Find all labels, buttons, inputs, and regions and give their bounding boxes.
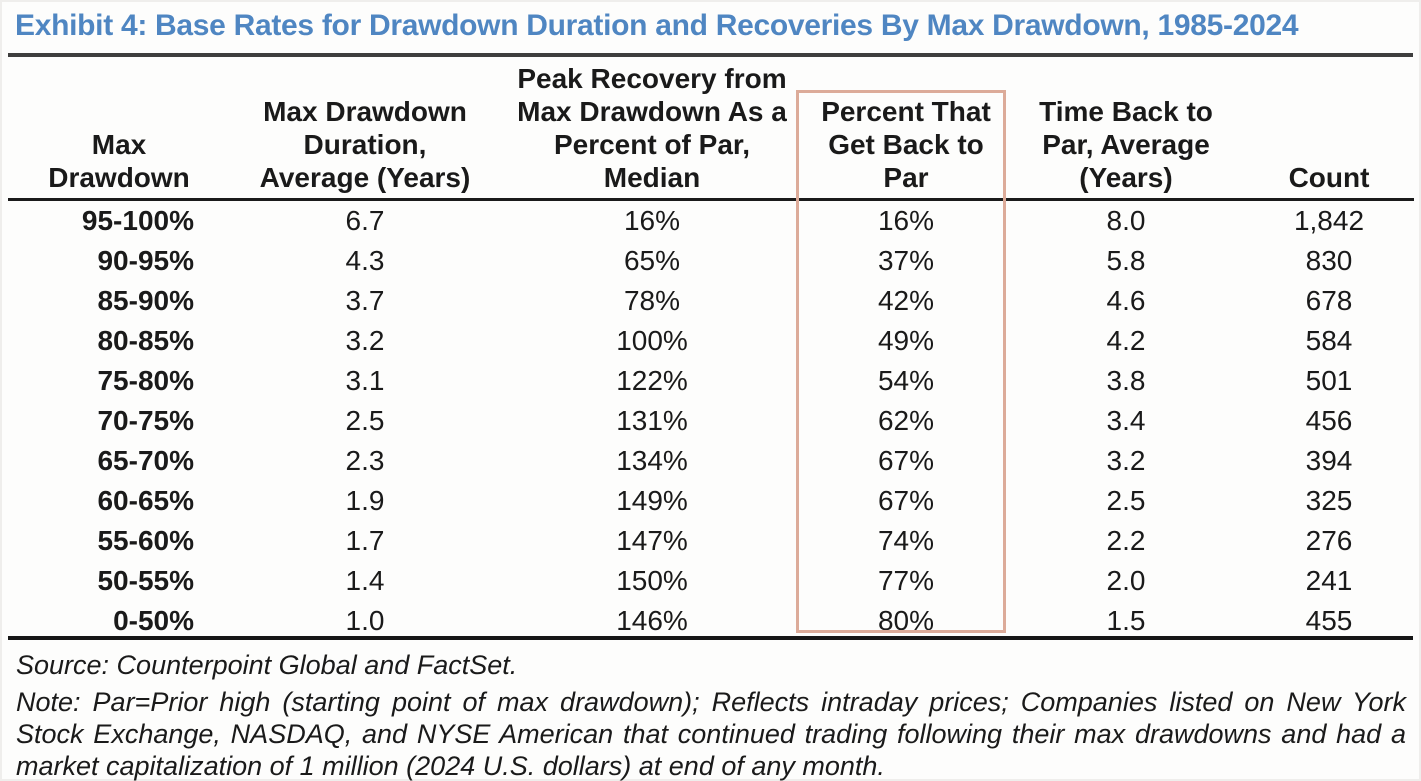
cell-time-back-to-par: 2.5 — [1106, 485, 1146, 516]
cell-peak-recovery: 16% — [623, 205, 681, 236]
cell-drawdown-duration: 6.7 — [345, 205, 385, 236]
cell-time-back-to-par: 2.2 — [1106, 525, 1146, 556]
source-note: Source: Counterpoint Global and FactSet. — [16, 650, 518, 680]
cell-max-drawdown: 75-80% — [97, 365, 194, 396]
cell-time-back-to-par: 3.4 — [1106, 405, 1146, 436]
cell-time-back-to-par: 1.5 — [1106, 605, 1146, 636]
cell-max-drawdown: 70-75% — [97, 405, 194, 436]
table-row: 85-90% 3.7 78% 42% 4.6 678 — [8, 281, 1414, 321]
cell-peak-recovery: 122% — [616, 365, 688, 396]
cell-percent-back-to-par: 62% — [877, 405, 935, 436]
table-row: 55-60% 1.7 147% 74% 2.2 276 — [8, 521, 1414, 561]
cell-drawdown-duration: 2.5 — [345, 405, 385, 436]
cell-max-drawdown: 55-60% — [97, 525, 194, 556]
cell-drawdown-duration: 4.3 — [345, 245, 385, 276]
cell-time-back-to-par: 3.2 — [1106, 445, 1146, 476]
table-row: 90-95% 4.3 65% 37% 5.8 830 — [8, 241, 1414, 281]
table-row: 0-50% 1.0 146% 80% 1.5 455 — [8, 601, 1414, 641]
cell-percent-back-to-par: 80% — [877, 605, 935, 636]
cell-count: 1,842 — [1293, 205, 1365, 236]
cell-percent-back-to-par: 74% — [877, 525, 935, 556]
cell-count: 456 — [1305, 405, 1353, 436]
drawdown-base-rates-table: Max Drawdown Max Drawdown Duration, Aver… — [8, 62, 1414, 641]
table-row: 95-100% 6.7 16% 16% 8.0 1,842 — [8, 200, 1414, 242]
cell-count: 584 — [1305, 325, 1353, 356]
cell-drawdown-duration: 1.9 — [345, 485, 385, 516]
cell-max-drawdown: 95-100% — [81, 205, 194, 236]
cell-max-drawdown: 50-55% — [97, 565, 194, 596]
cell-peak-recovery: 149% — [616, 485, 688, 516]
cell-percent-back-to-par: 16% — [877, 205, 935, 236]
cell-drawdown-duration: 3.7 — [345, 285, 385, 316]
cell-time-back-to-par: 2.0 — [1106, 565, 1146, 596]
cell-percent-back-to-par: 67% — [877, 485, 935, 516]
cell-count: 501 — [1305, 365, 1353, 396]
cell-percent-back-to-par: 49% — [877, 325, 935, 356]
table-row: 80-85% 3.2 100% 49% 4.2 584 — [8, 321, 1414, 361]
cell-time-back-to-par: 5.8 — [1106, 245, 1146, 276]
cell-drawdown-duration: 1.4 — [345, 565, 385, 596]
cell-time-back-to-par: 8.0 — [1106, 205, 1146, 236]
table-row: 65-70% 2.3 134% 67% 3.2 394 — [8, 441, 1414, 481]
page-title: Exhibit 4: Base Rates for Drawdown Durat… — [15, 9, 1299, 42]
cell-peak-recovery: 65% — [623, 245, 681, 276]
table-row: 75-80% 3.1 122% 54% 3.8 501 — [8, 361, 1414, 401]
cell-percent-back-to-par: 37% — [877, 245, 935, 276]
cell-percent-back-to-par: 42% — [877, 285, 935, 316]
table-header-row: Max Drawdown Max Drawdown Duration, Aver… — [8, 62, 1414, 201]
cell-max-drawdown: 80-85% — [97, 325, 194, 356]
cell-count: 455 — [1305, 605, 1353, 636]
cell-peak-recovery: 147% — [616, 525, 688, 556]
cell-count: 325 — [1305, 485, 1353, 516]
cell-peak-recovery: 100% — [616, 325, 688, 356]
title-divider-rule — [8, 53, 1413, 57]
table-row: 60-65% 1.9 149% 67% 2.5 325 — [8, 481, 1414, 521]
cell-drawdown-duration: 1.7 — [345, 525, 385, 556]
col-header-time-back-to-par: Time Back to Par, Average (Years) — [1008, 62, 1244, 201]
cell-count: 276 — [1305, 525, 1353, 556]
cell-count: 678 — [1305, 285, 1353, 316]
cell-count: 394 — [1305, 445, 1353, 476]
cell-time-back-to-par: 4.2 — [1106, 325, 1146, 356]
cell-peak-recovery: 150% — [616, 565, 688, 596]
col-header-count: Count — [1244, 62, 1414, 201]
cell-max-drawdown: 85-90% — [97, 285, 194, 316]
cell-percent-back-to-par: 77% — [877, 565, 935, 596]
cell-max-drawdown: 90-95% — [97, 245, 194, 276]
cell-drawdown-duration: 1.0 — [345, 605, 385, 636]
col-header-peak-recovery: Peak Recovery from Max Drawdown As a Per… — [500, 62, 804, 201]
cell-peak-recovery: 146% — [616, 605, 688, 636]
cell-max-drawdown: 60-65% — [97, 485, 194, 516]
cell-count: 830 — [1305, 245, 1353, 276]
cell-time-back-to-par: 4.6 — [1106, 285, 1146, 316]
table-bottom-rule — [8, 636, 1413, 640]
col-header-drawdown-duration: Max Drawdown Duration, Average (Years) — [230, 62, 500, 201]
cell-percent-back-to-par: 67% — [877, 445, 935, 476]
cell-max-drawdown: 0-50% — [113, 605, 194, 636]
cell-drawdown-duration: 3.1 — [345, 365, 385, 396]
cell-count: 241 — [1305, 565, 1353, 596]
cell-time-back-to-par: 3.8 — [1106, 365, 1146, 396]
cell-peak-recovery: 131% — [616, 405, 688, 436]
cell-peak-recovery: 134% — [616, 445, 688, 476]
footnote: Note: Par=Prior high (starting point of … — [16, 687, 1406, 781]
cell-drawdown-duration: 3.2 — [345, 325, 385, 356]
cell-peak-recovery: 78% — [623, 285, 681, 316]
col-header-max-drawdown: Max Drawdown — [8, 62, 230, 201]
cell-percent-back-to-par: 54% — [877, 365, 935, 396]
table-row: 70-75% 2.5 131% 62% 3.4 456 — [8, 401, 1414, 441]
cell-max-drawdown: 65-70% — [97, 445, 194, 476]
table-row: 50-55% 1.4 150% 77% 2.0 241 — [8, 561, 1414, 601]
col-header-percent-back-to-par: Percent That Get Back to Par — [804, 62, 1008, 201]
cell-drawdown-duration: 2.3 — [345, 445, 385, 476]
